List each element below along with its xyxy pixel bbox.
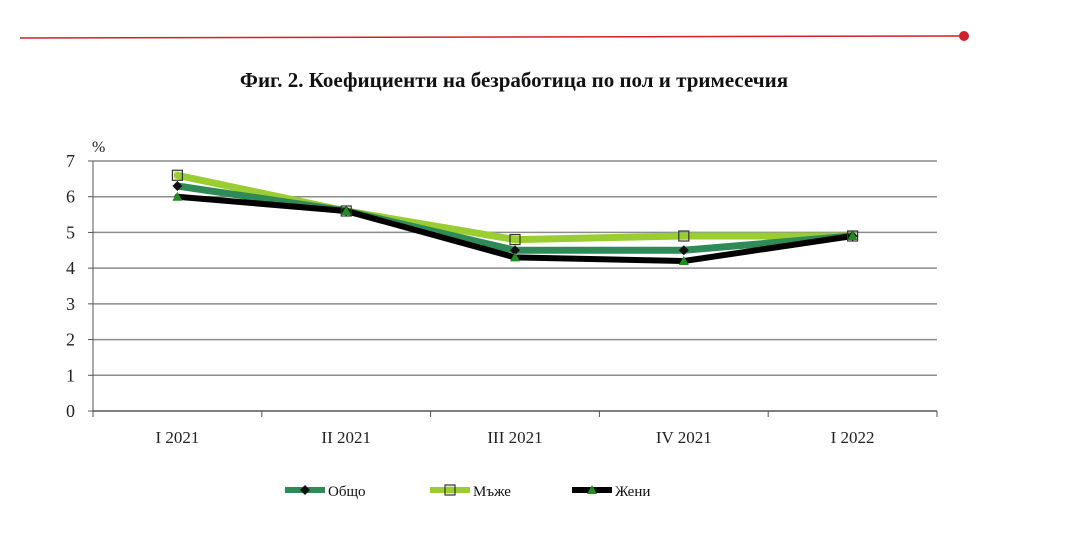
y-tick-label: 2: [66, 330, 75, 350]
legend-obshto-point: [300, 485, 310, 495]
y-tick-label: 7: [66, 151, 75, 171]
legend-obshto: Общо: [285, 484, 366, 500]
legend-zheni-label: Жени: [615, 484, 650, 500]
legend-mazhe-label: Мъже: [473, 484, 511, 500]
series-mazhe-point-fill: [679, 232, 688, 240]
legend-mazhe-point-fill: [446, 486, 454, 494]
legend: Общо Мъже Жени: [285, 484, 650, 500]
series-mazhe-point: [678, 230, 690, 242]
y-tick-label: 5: [66, 222, 75, 242]
series-obshto-point: [172, 181, 183, 191]
series-obshto-point: [678, 245, 689, 256]
series-mazhe-line: [173, 171, 857, 244]
series-zheni-markers: [172, 191, 858, 265]
series-zheni-point: [847, 231, 858, 240]
series-mazhe-point: [171, 169, 183, 181]
header-accent-rule: [20, 31, 969, 41]
series-zheni-point: [510, 252, 520, 262]
x-tick-label: I 2022: [831, 428, 875, 447]
legend-zheni: Жени: [572, 484, 650, 500]
chart-title: Фиг. 2. Коефициенти на безработица по по…: [239, 68, 789, 92]
series-mazhe-point-fill: [511, 235, 519, 244]
x-tick-label: I 2021: [155, 428, 199, 447]
y-unit-label: %: [92, 139, 105, 156]
legend-obshto-label: Общо: [328, 484, 366, 500]
rule-end-dot: [959, 31, 969, 41]
y-tick-label: 4: [66, 258, 75, 278]
y-tick-label: 3: [66, 294, 75, 314]
series-zheni-point: [172, 191, 183, 201]
x-tick-label: II 2021: [321, 428, 371, 447]
legend-mazhe-point: [444, 484, 456, 496]
series-zheni-point: [678, 256, 689, 265]
y-tick-label: 6: [66, 187, 75, 207]
y-tick-label: 0: [66, 401, 75, 421]
series-zheni-point: [341, 206, 352, 215]
x-tick-label: IV 2021: [656, 428, 712, 447]
series-lines: [171, 169, 859, 265]
series-mazhe-point-fill: [173, 171, 182, 180]
series-obshto-point: [510, 245, 520, 256]
series-mazhe: [173, 171, 857, 244]
legend-mazhe: Мъже: [430, 484, 511, 500]
y-tick-label: 1: [66, 365, 75, 385]
axes: 0 1 2 3 4 5 6 7 I 2021 II 2021 III 2021 IV 2021 I 20…: [66, 151, 938, 447]
grid-lines: [93, 160, 937, 377]
series-mazhe-point: [509, 233, 521, 246]
legend-zheni-point: [587, 485, 597, 494]
x-tick-label: III 2021: [487, 428, 542, 447]
